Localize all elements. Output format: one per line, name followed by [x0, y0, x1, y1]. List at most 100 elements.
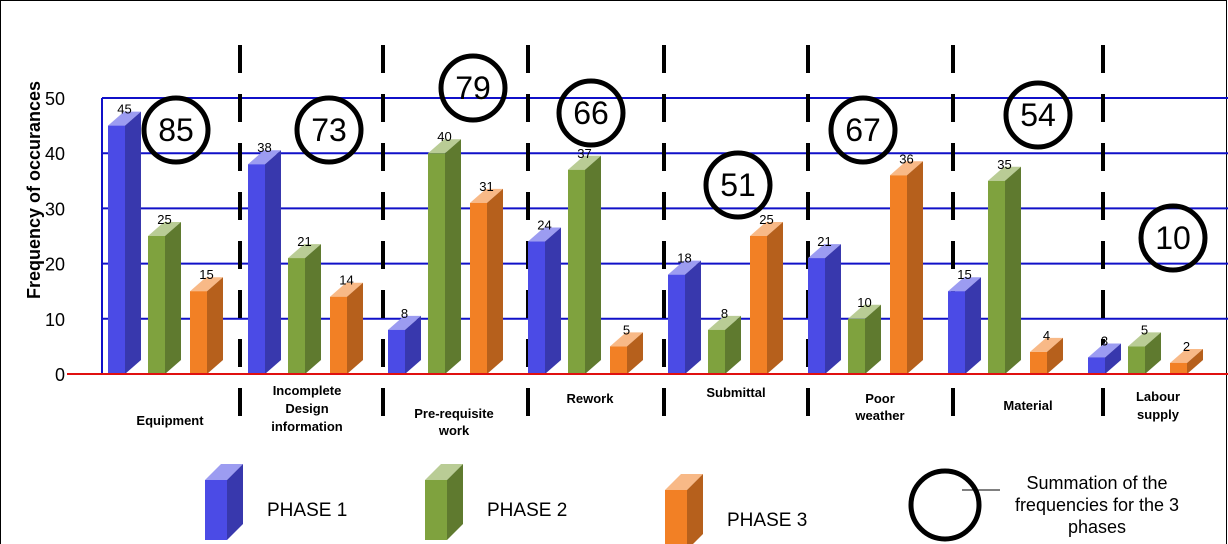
bar-side-face [825, 244, 841, 374]
data-label: 8 [721, 306, 728, 321]
bar [1088, 357, 1105, 374]
legend-label: PHASE 1 [267, 500, 347, 521]
total-label: 10 [1155, 220, 1191, 256]
total-label: 85 [158, 112, 194, 148]
bar-top-face [750, 222, 783, 236]
data-label: 25 [157, 212, 171, 227]
data-label: 3 [1101, 333, 1108, 348]
data-label: 2 [1183, 339, 1190, 354]
y-tick-label: 50 [45, 89, 65, 109]
bar [668, 274, 685, 374]
bar-side-face [1187, 348, 1203, 374]
bar [1030, 351, 1047, 374]
total-circle [294, 95, 364, 165]
legend-swatch [665, 490, 687, 544]
data-label: 4 [1043, 328, 1050, 343]
x-tick-label: work [438, 423, 470, 438]
total-circle [1138, 203, 1208, 273]
bar-top-face [988, 166, 1021, 181]
data-label: 21 [817, 234, 831, 249]
legend-total-label: phases [1068, 517, 1126, 537]
bar [890, 175, 907, 374]
x-tick-label: Pre-requisite [414, 406, 493, 421]
legend-swatch [425, 480, 447, 540]
bar-side-face [207, 277, 223, 374]
bar-side-face [265, 150, 281, 374]
total-label: 51 [720, 167, 756, 203]
x-tick-label: Equipment [136, 413, 204, 428]
data-label: 18 [677, 251, 691, 266]
bar [750, 236, 767, 374]
bar [988, 180, 1005, 374]
x-tick-label: Material [1003, 398, 1052, 413]
total-circle [556, 78, 626, 148]
data-label: 24 [537, 218, 551, 233]
bar-top-face [708, 315, 741, 330]
data-label: 25 [759, 212, 773, 227]
data-label: 8 [401, 306, 408, 321]
bar [528, 241, 545, 374]
bar-top-face [330, 282, 363, 297]
x-tick-label: Labour [1136, 389, 1180, 404]
bar-top-face [388, 315, 421, 330]
x-tick-label: Incomplete [273, 383, 342, 398]
bar [948, 291, 965, 374]
data-label: 14 [339, 273, 353, 288]
x-tick-label: supply [1137, 407, 1180, 422]
data-label: 5 [623, 322, 630, 337]
y-tick-label: 40 [45, 144, 65, 164]
bar-side-face [965, 277, 981, 374]
bar [1128, 346, 1145, 374]
bar-side-face [445, 139, 461, 374]
bar [288, 258, 305, 374]
bar-side-face [865, 304, 881, 374]
bar-top-face [428, 139, 461, 154]
total-circle [141, 95, 211, 165]
bar [148, 236, 165, 374]
legend-swatch-side [227, 464, 243, 540]
total-circle [703, 150, 773, 220]
bar-top-face [248, 150, 281, 165]
x-tick-label: Poor [865, 391, 895, 406]
bar-side-face [405, 315, 421, 374]
bar-side-face [1047, 337, 1063, 374]
bar-top-face [808, 244, 841, 259]
bar [108, 125, 125, 374]
bar [330, 296, 347, 374]
bar-side-face [1145, 332, 1161, 374]
bar [190, 291, 207, 374]
data-label: 5 [1141, 322, 1148, 337]
bar-side-face [125, 111, 141, 374]
bar-side-face [545, 227, 561, 374]
x-tick-label: weather [854, 408, 904, 423]
data-label: 45 [117, 102, 131, 117]
data-label: 37 [577, 146, 591, 161]
bar-top-face [948, 277, 981, 292]
bar-side-face [165, 222, 181, 374]
bar-top-face [148, 222, 181, 236]
legend-label: PHASE 3 [727, 510, 807, 531]
y-axis-title: Frequency of occurances [24, 81, 44, 299]
total-label: 79 [455, 70, 491, 106]
bar-top-face [288, 244, 321, 259]
bar-side-face [1005, 166, 1021, 374]
legend-swatch-top [425, 464, 463, 480]
bar [248, 164, 265, 374]
legend-swatch-top [665, 474, 703, 490]
bar [848, 318, 865, 374]
x-tick-label: Submittal [706, 385, 765, 400]
legend-swatch-side [687, 474, 703, 544]
data-label: 36 [899, 151, 913, 166]
bar-side-face [627, 332, 643, 374]
bar [568, 169, 585, 374]
x-tick-label: Rework [567, 391, 615, 406]
total-label: 67 [845, 112, 881, 148]
y-tick-label: 10 [45, 310, 65, 330]
bar [708, 329, 725, 374]
bar-top-face [568, 155, 601, 170]
y-tick-label: 0 [55, 365, 65, 385]
data-label: 15 [957, 267, 971, 282]
total-label: 54 [1020, 97, 1056, 133]
